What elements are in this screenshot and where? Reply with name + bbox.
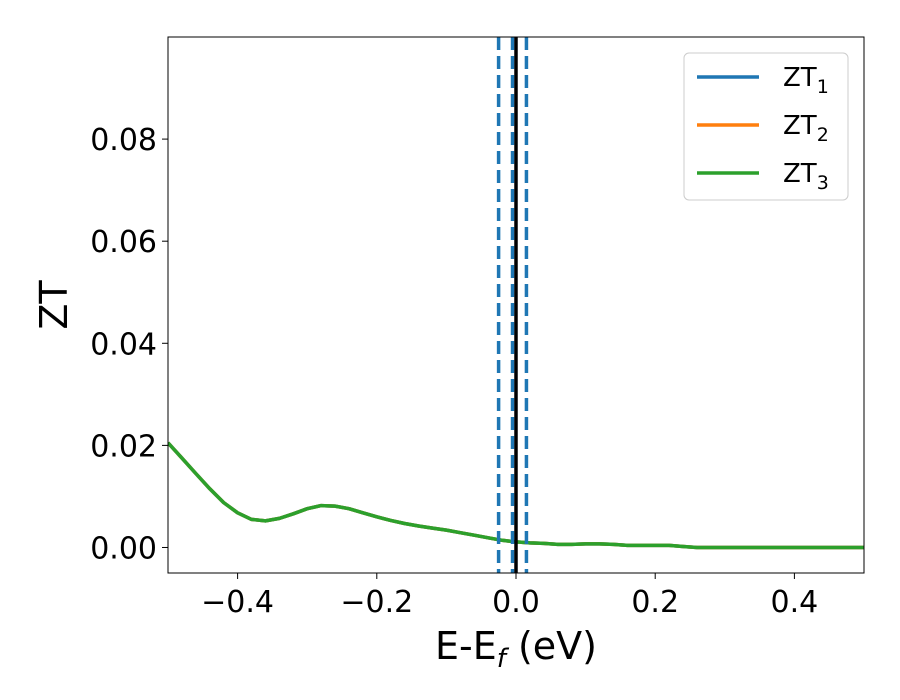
legend-box	[683, 52, 849, 201]
x-tick-label: 0.0	[492, 585, 540, 620]
x-tick-label: −0.2	[340, 585, 413, 620]
x-axis-title-unit: (eV)	[506, 624, 597, 668]
legend-label: ZT3	[783, 159, 829, 194]
y-tick-label: 0.08	[90, 123, 157, 158]
y-tick-label: 0.00	[90, 531, 157, 566]
y-tick-label: 0.04	[90, 327, 157, 362]
x-tick-label: 0.2	[631, 585, 679, 620]
legend-label: ZT2	[783, 111, 829, 146]
y-tick-label: 0.06	[90, 225, 157, 260]
y-axis: 0.00 0.02 0.04 0.06 0.08	[90, 123, 168, 566]
x-axis-title-main: E-E	[435, 624, 497, 668]
x-axis-title: E-Ef (eV)	[435, 624, 597, 674]
x-axis: −0.4 −0.2 0.0 0.2 0.4	[201, 573, 818, 620]
plot-area	[168, 37, 864, 573]
legend: ZT1 ZT2 ZT3	[683, 52, 849, 201]
y-tick-label: 0.02	[90, 429, 157, 464]
x-tick-label: 0.4	[771, 585, 819, 620]
y-axis-title: ZT	[32, 280, 76, 330]
x-tick-label: −0.4	[201, 585, 274, 620]
legend-label: ZT1	[783, 63, 829, 98]
series-line-3	[168, 441, 864, 550]
